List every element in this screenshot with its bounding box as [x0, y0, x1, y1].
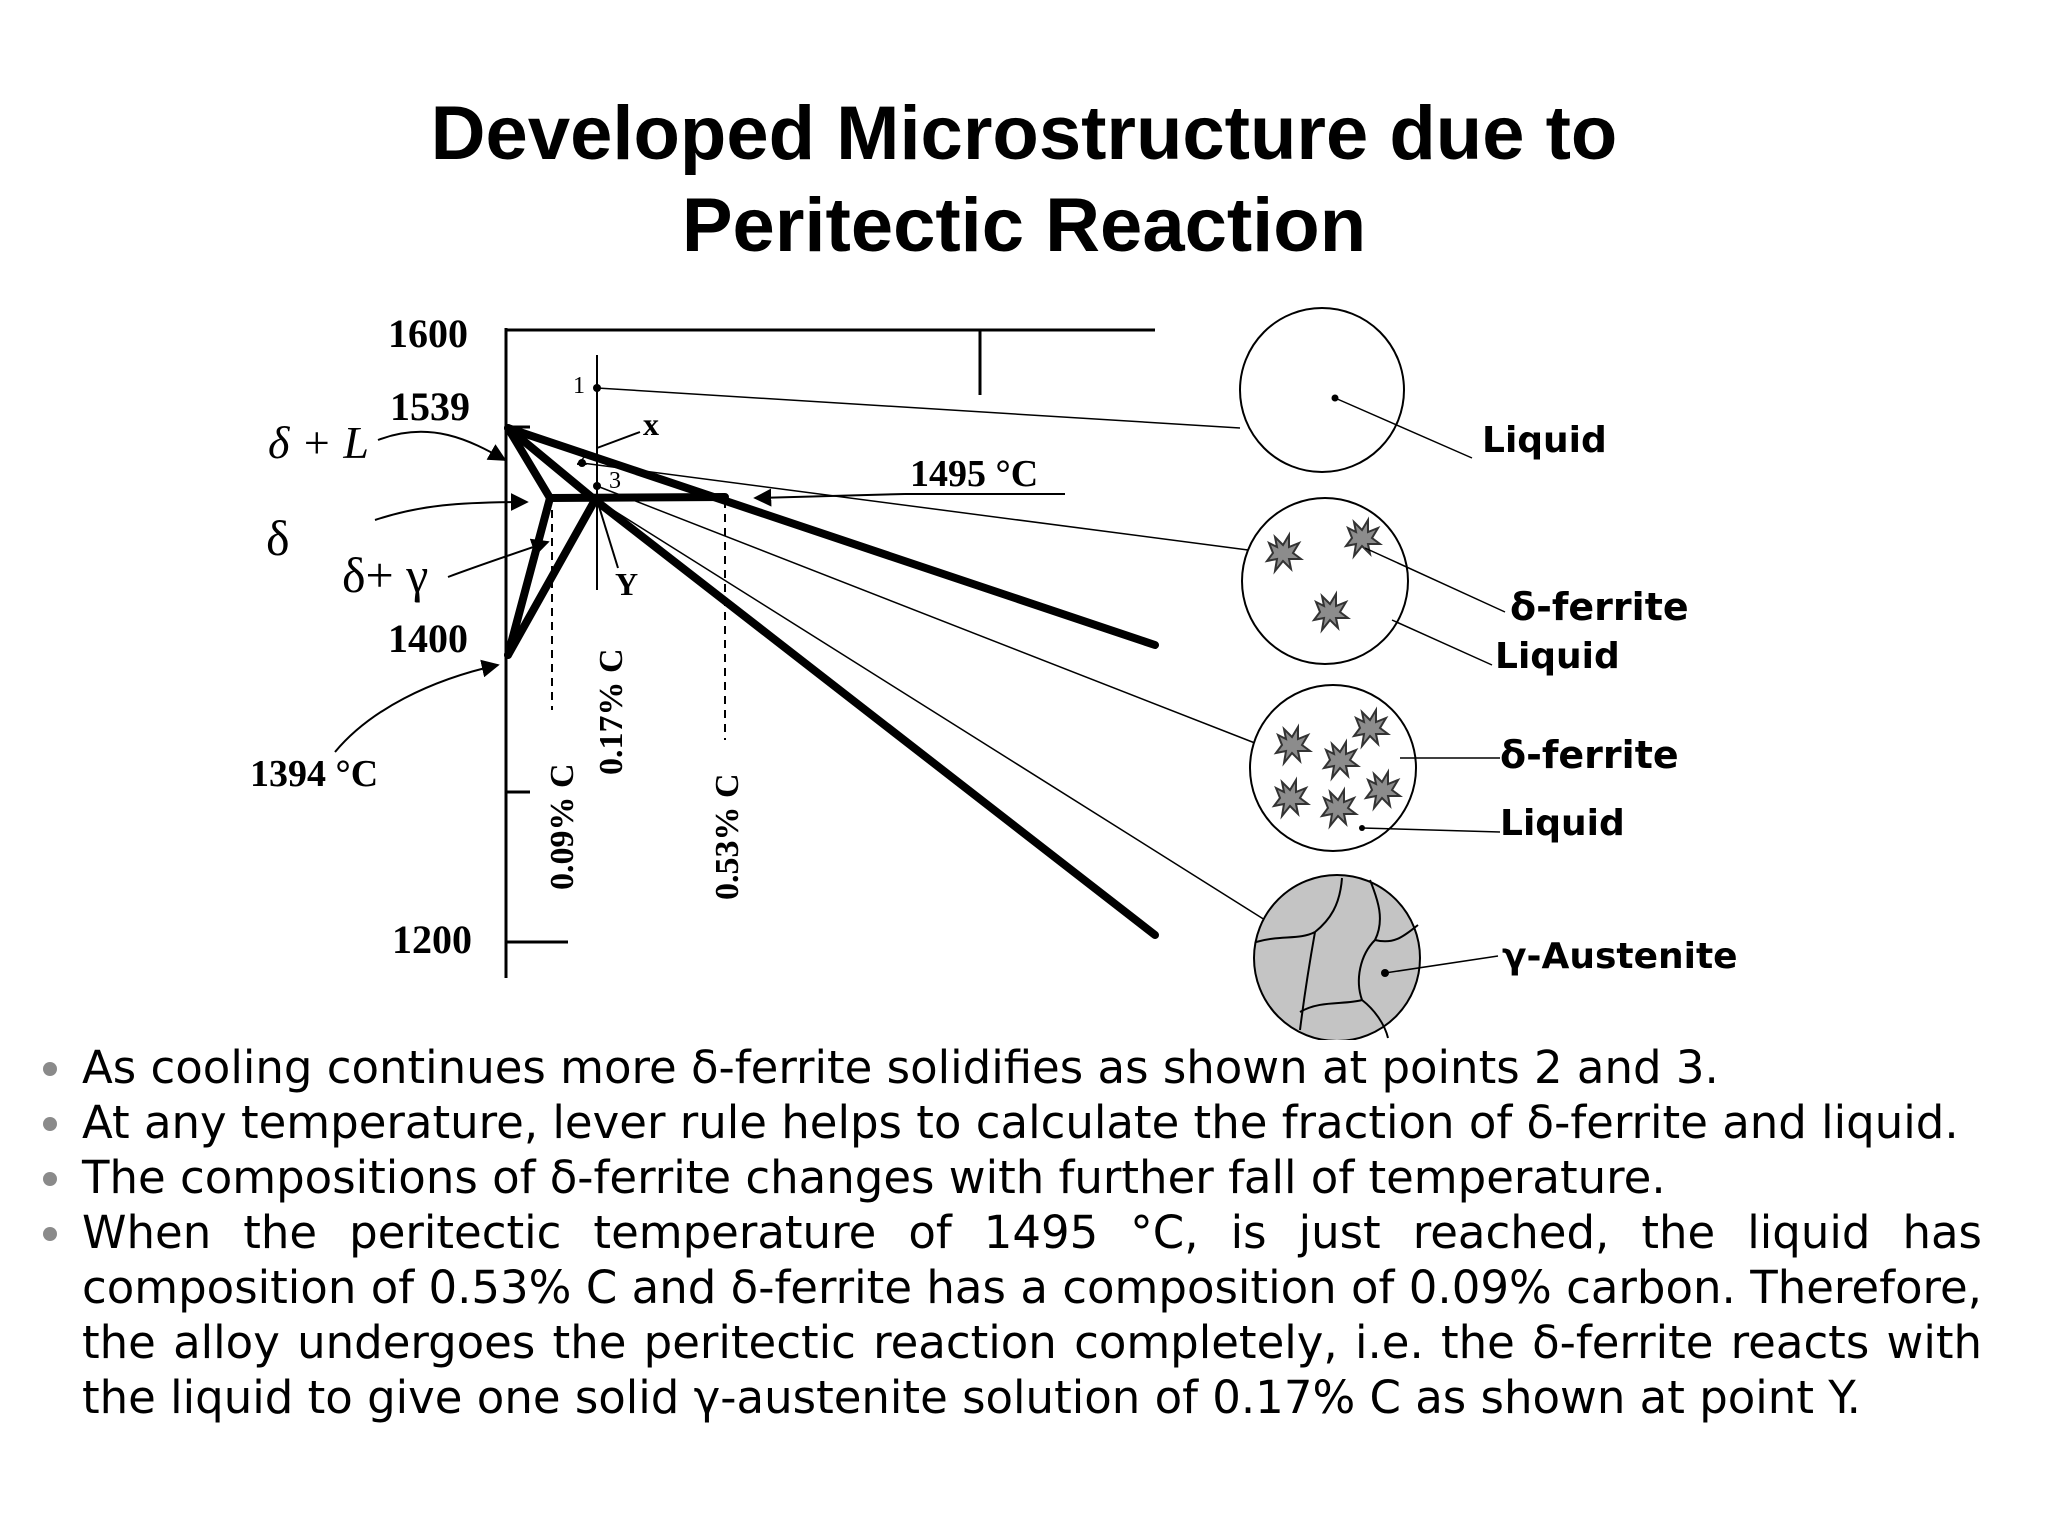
label-delta-plus-gamma: δ+ γ [342, 547, 428, 603]
point-x-label: x [643, 406, 659, 442]
point-2-label: 2 [576, 445, 588, 471]
arrow-delta-gamma [447, 538, 550, 578]
label-c009: 0.09% C [544, 763, 581, 890]
x-leader [596, 431, 641, 449]
bullet-dot [43, 1227, 57, 1241]
point-3-label: 3 [609, 468, 621, 494]
bullet-item: When the peritectic temperature of 1495 … [40, 1205, 1982, 1425]
micro-label-ferrite-3: δ-ferrite [1500, 733, 1679, 777]
bullet-text-1: As cooling continues more δ-ferrite soli… [82, 1041, 1719, 1094]
label-c053: 0.53% C [709, 773, 746, 900]
label-1495: 1495 °C [910, 453, 1038, 495]
phase-boundaries [504, 424, 1159, 939]
label-delta: δ [266, 510, 290, 566]
micro-ferrite-liquid [1241, 497, 1506, 666]
bullet-text-2: At any temperature, lever rule helps to … [82, 1096, 1959, 1149]
micro-liquid [1239, 307, 1473, 473]
bullet-list: As cooling continues more δ-ferrite soli… [40, 1040, 1982, 1425]
y-tick-1600: 1600 [388, 311, 468, 356]
bullet-text-3: The compositions of δ-ferrite changes wi… [82, 1151, 1666, 1204]
bullet-item: As cooling continues more δ-ferrite soli… [40, 1040, 1982, 1095]
micro-label-liquid-2: Liquid [1495, 636, 1620, 677]
label-delta-plus-liquid: δ + L [268, 417, 369, 468]
micro-label-ferrite-2: δ-ferrite [1510, 585, 1689, 629]
title-line-2: Peritectic Reaction [681, 183, 1367, 268]
y-tick-1539: 1539 [390, 384, 470, 429]
micro-label-liquid-1: Liquid [1482, 420, 1607, 461]
arrow-delta [374, 493, 529, 521]
bullet-text-4: When the peritectic temperature of 1495 … [82, 1206, 1982, 1424]
bullet-dot [43, 1172, 57, 1186]
y-leader [596, 499, 619, 569]
point-y-label: Y [615, 566, 638, 602]
arrow-delta-l [377, 430, 507, 461]
point-1-label: 1 [573, 373, 585, 399]
arrow-1394 [334, 659, 500, 753]
micro-austenite [1253, 874, 1499, 1040]
micro-label-liquid-3: Liquid [1500, 803, 1625, 844]
micro-label-austenite: γ-Austenite [1502, 936, 1738, 977]
label-1394: 1394 °C [250, 753, 378, 795]
micro-more-ferrite [1249, 684, 1501, 852]
bullet-dot [43, 1117, 57, 1131]
peritectic-phase-diagram: 1600 1539 1400 1200 1 2 3 x Y δ + L δ δ+… [250, 307, 1738, 1040]
title-line-1: Developed Microstructure due to [430, 91, 1618, 176]
label-c017: 0.17% C [593, 648, 630, 775]
bullet-dot [43, 1062, 57, 1076]
y-tick-1200: 1200 [392, 917, 472, 962]
bullet-item: At any temperature, lever rule helps to … [40, 1095, 1982, 1150]
leader-lines [581, 387, 1266, 921]
bullet-item: The compositions of δ-ferrite changes wi… [40, 1150, 1982, 1205]
y-tick-1400: 1400 [388, 616, 468, 661]
slide-title: Developed Microstructure due to Peritect… [0, 88, 2048, 272]
